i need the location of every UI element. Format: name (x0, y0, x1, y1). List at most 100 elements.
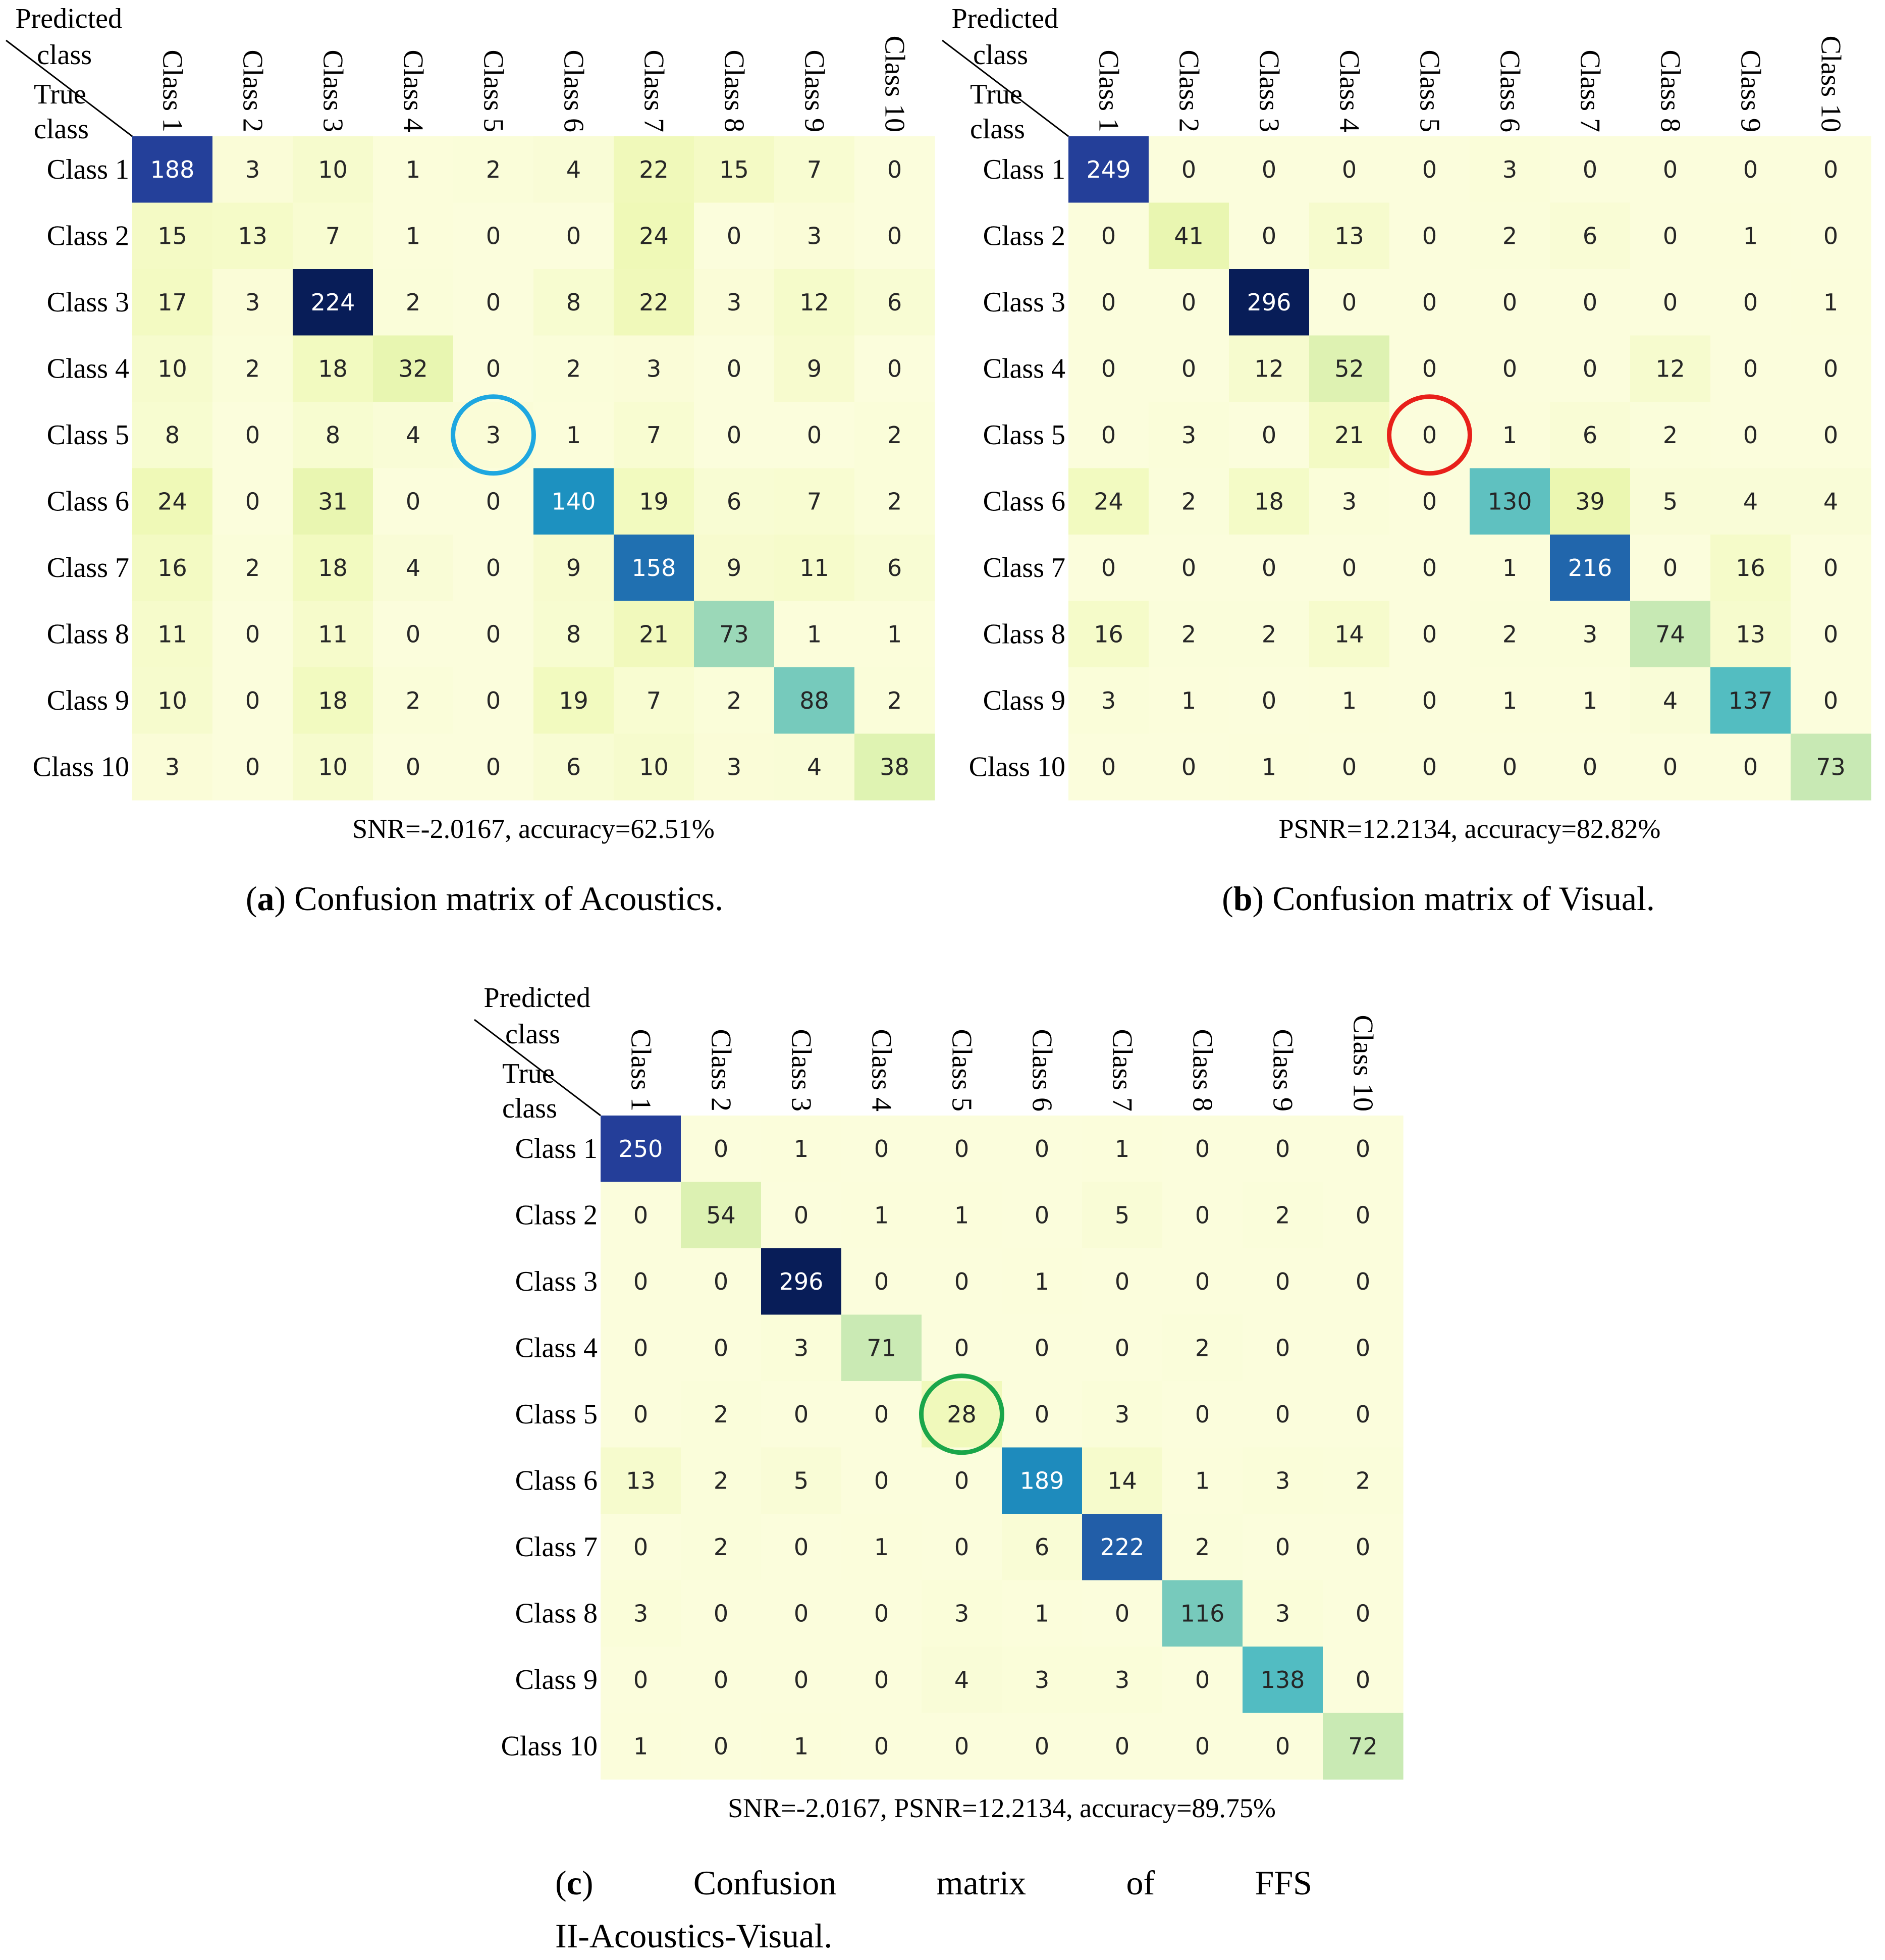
row-label: Class 6 (515, 1465, 598, 1496)
row-label: Class 9 (47, 685, 129, 716)
cell-value-label: 0 (1115, 1600, 1129, 1627)
heatmap-cell (1162, 1248, 1243, 1315)
cell-value-label: 1 (1502, 554, 1517, 581)
heatmap-cell (601, 1447, 681, 1514)
heatmap-cell (1082, 1314, 1163, 1382)
column-label: Class 4 (1334, 50, 1365, 132)
heatmap-cell (1550, 136, 1631, 203)
row-label: Class 6 (983, 486, 1065, 517)
cell-value-label: 19 (639, 488, 669, 515)
heatmap-cell (774, 535, 855, 602)
heatmap-cell (1710, 202, 1791, 270)
cell-value-label: 10 (639, 753, 669, 780)
heatmap-cell (1791, 733, 1871, 801)
cell-value-label: 6 (887, 554, 902, 581)
heatmap-cell (681, 1116, 762, 1183)
column-label: Class 3 (1254, 50, 1285, 132)
cell-value-label: 5 (1663, 488, 1678, 515)
heatmap-cell (1389, 733, 1470, 801)
heatmap-cell (1710, 269, 1791, 336)
heatmap-cell (681, 1381, 762, 1448)
cell-value-label: 3 (794, 1334, 809, 1361)
heatmap-cell (922, 1447, 1002, 1514)
cell-value-label: 2 (245, 355, 260, 382)
heatmap-cell (1002, 1314, 1083, 1382)
heatmap-cell (1082, 1447, 1163, 1514)
cell-value-label: 0 (1422, 222, 1437, 249)
heatmap-cell (601, 1116, 681, 1183)
cell-value-label: 3 (1502, 156, 1517, 183)
cell-value-label: 0 (1262, 156, 1276, 183)
cell-value-label: 137 (1729, 687, 1773, 714)
heatmap-cell (212, 269, 293, 336)
heatmap-cell (212, 468, 293, 535)
cell-value-label: 0 (633, 1334, 648, 1361)
cell-value-label: 24 (639, 222, 669, 249)
cell-value-label: 3 (727, 753, 741, 780)
heatmap-cell (1323, 1381, 1404, 1448)
cell-value-label: 0 (1275, 1334, 1290, 1361)
column-label: Class 1 (157, 50, 188, 132)
heatmap-cell (1630, 335, 1711, 402)
caption-c-text-1: Confusion matrix of FFS (693, 1864, 1312, 1902)
cell-value-label: 0 (1356, 1201, 1370, 1229)
cell-value-label: 222 (1100, 1533, 1145, 1561)
heatmap-cell (1550, 468, 1631, 535)
cell-value-label: 7 (807, 488, 822, 515)
heatmap-cell (922, 1116, 1002, 1183)
cell-value-label: 2 (887, 488, 902, 515)
cell-value-label: 0 (1035, 1732, 1049, 1760)
heatmap-cell (1630, 535, 1711, 602)
cell-value-label: 0 (1743, 289, 1758, 316)
cell-value-label: 8 (566, 289, 581, 316)
heatmap-cell (1309, 667, 1390, 734)
heatmap-cell (694, 202, 775, 270)
heatmap-cell (1162, 1647, 1243, 1714)
heatmap-cell (922, 1580, 1002, 1647)
cell-value-label: 8 (165, 421, 180, 449)
heatmap-cell (373, 535, 454, 602)
heatmap-cell (681, 1447, 762, 1514)
heatmap-cell (1550, 335, 1631, 402)
heatmap-cell (1710, 667, 1791, 734)
cell-value-label: 0 (1262, 421, 1276, 449)
heatmap-cell (1309, 733, 1390, 801)
cell-value-label: 0 (1502, 753, 1517, 780)
row-label: Class 1 (515, 1133, 598, 1164)
heatmap-cell (1389, 601, 1470, 668)
cell-value-label: 32 (398, 355, 428, 382)
heatmap-cell (1791, 269, 1871, 336)
cell-value-label: 24 (157, 488, 187, 515)
cell-value-label: 74 (1655, 620, 1685, 648)
cell-value-label: 2 (714, 1467, 728, 1494)
heatmap-cell (1389, 535, 1470, 602)
heatmap-cell (761, 1647, 842, 1714)
heatmap-cell (1229, 202, 1310, 270)
heatmap-cell (1243, 1381, 1323, 1448)
cell-value-label: 140 (552, 488, 596, 515)
heatmap-cell (1791, 535, 1871, 602)
cell-value-label: 0 (954, 1732, 969, 1760)
caption-b-text: Confusion matrix of Visual. (1272, 879, 1655, 918)
heatmap-cell (1229, 335, 1310, 402)
heatmap-cell (1068, 402, 1149, 469)
cell-value-label: 1 (1035, 1600, 1049, 1627)
heatmap-cell (854, 667, 935, 734)
cell-value-label: 0 (1583, 289, 1597, 316)
cell-value-label: 0 (1035, 1334, 1049, 1361)
cell-value-label: 1 (566, 421, 581, 449)
heatmap-cell (1323, 1580, 1404, 1647)
cell-value-label: 6 (887, 289, 902, 316)
heatmap-cell (761, 1314, 842, 1382)
cell-value-label: 72 (1348, 1732, 1378, 1760)
heatmap-cell (841, 1713, 922, 1780)
cell-value-label: 0 (1422, 687, 1437, 714)
column-label: Class 8 (719, 50, 750, 132)
cell-value-label: 0 (1101, 222, 1116, 249)
heatmap-cell (1243, 1248, 1323, 1315)
cell-value-label: 2 (566, 355, 581, 382)
cell-value-label: 158 (632, 554, 676, 581)
heatmap-cell (1082, 1647, 1163, 1714)
row-label: Class 9 (983, 685, 1065, 716)
cell-value-label: 0 (1195, 1732, 1210, 1760)
